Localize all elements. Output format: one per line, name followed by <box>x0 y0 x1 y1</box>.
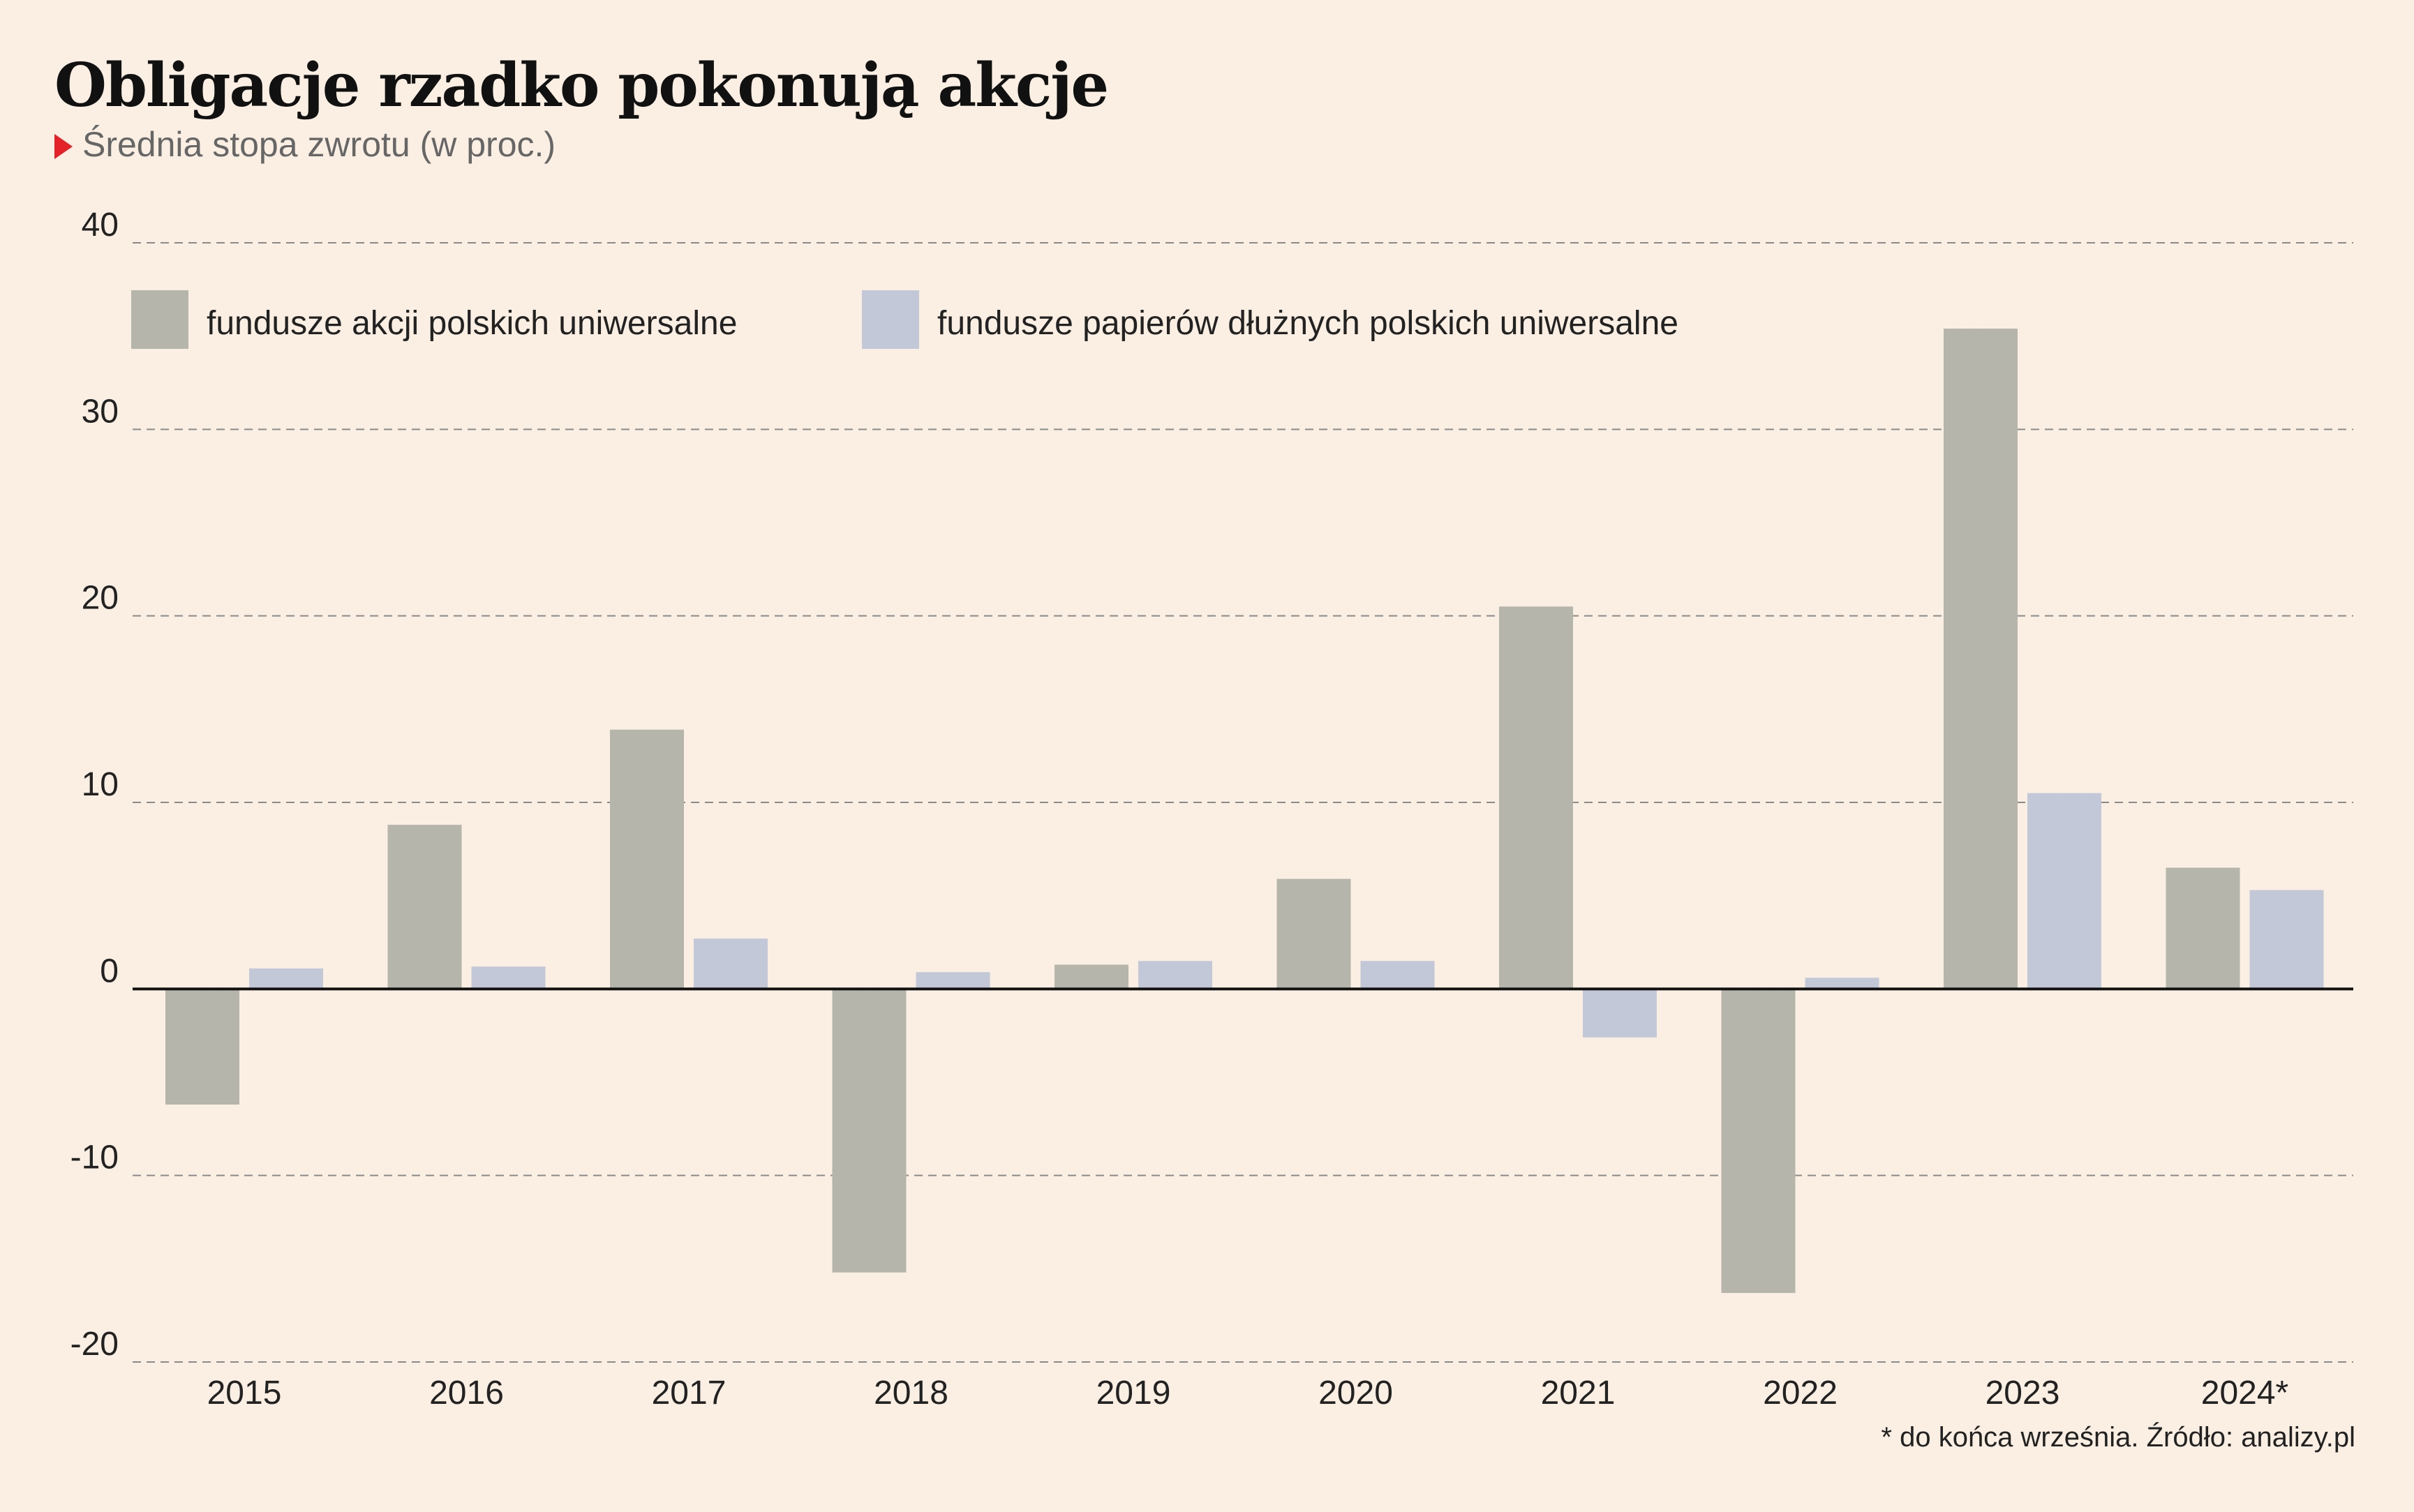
y-tick-label: -20 <box>70 1326 119 1363</box>
legend-swatch <box>131 290 188 349</box>
y-tick-label: 0 <box>100 952 119 989</box>
subtitle-text: Średnia stopa zwrotu (w proc.) <box>82 125 556 164</box>
y-tick-label: 20 <box>82 580 119 617</box>
bar-equity <box>832 989 907 1273</box>
bar-equity <box>2166 867 2240 989</box>
bar-bond <box>1360 961 1435 989</box>
bar-bond <box>249 968 323 989</box>
x-tick-label: 2015 <box>207 1375 282 1412</box>
chart-subtitle: Średnia stopa zwrotu (w proc.) <box>54 124 556 165</box>
y-tick-label: 30 <box>82 393 119 430</box>
legend-label: fundusze papierów dłużnych polskich uniw… <box>937 305 1678 342</box>
x-tick-label: 2021 <box>1541 1375 1616 1412</box>
legend-swatch <box>862 290 919 349</box>
bar-equity <box>387 825 462 989</box>
x-tick-label: 2018 <box>874 1375 948 1412</box>
bar-bond <box>1138 961 1212 989</box>
bar-equity <box>1276 878 1351 989</box>
bar-equity <box>1055 964 1128 989</box>
bar-bond <box>1805 978 1879 989</box>
bar-equity <box>165 989 239 1105</box>
bar-bond <box>471 966 546 989</box>
bar-equity <box>610 729 684 989</box>
legend-label: fundusze akcji polskich uniwersalne <box>207 305 737 342</box>
bar-equity <box>1499 606 1573 989</box>
x-tick-label: 2020 <box>1318 1375 1393 1412</box>
chart-title: Obligacje rzadko pokonują akcje <box>54 50 1109 121</box>
bar-bond <box>2027 793 2101 989</box>
bar-bond <box>2249 890 2324 989</box>
y-tick-label: 10 <box>82 766 119 803</box>
x-tick-label: 2023 <box>1985 1375 2060 1412</box>
x-tick-label: 2019 <box>1096 1375 1171 1412</box>
x-tick-label: 2016 <box>429 1375 504 1412</box>
footnote: * do końca września. Źródło: analizy.pl <box>1881 1422 2355 1453</box>
x-tick-label: 2024* <box>2201 1375 2288 1412</box>
y-tick-label: -10 <box>70 1139 119 1176</box>
bar-bond <box>916 972 990 989</box>
x-tick-label: 2017 <box>652 1375 727 1412</box>
bar-bond <box>1583 989 1657 1038</box>
x-tick-label: 2022 <box>1763 1375 1838 1412</box>
bar-equity <box>1944 328 2018 989</box>
bar-bond <box>694 938 768 989</box>
bar-equity <box>1721 989 1796 1294</box>
y-tick-label: 40 <box>82 207 119 244</box>
triangle-marker-icon <box>54 134 73 159</box>
